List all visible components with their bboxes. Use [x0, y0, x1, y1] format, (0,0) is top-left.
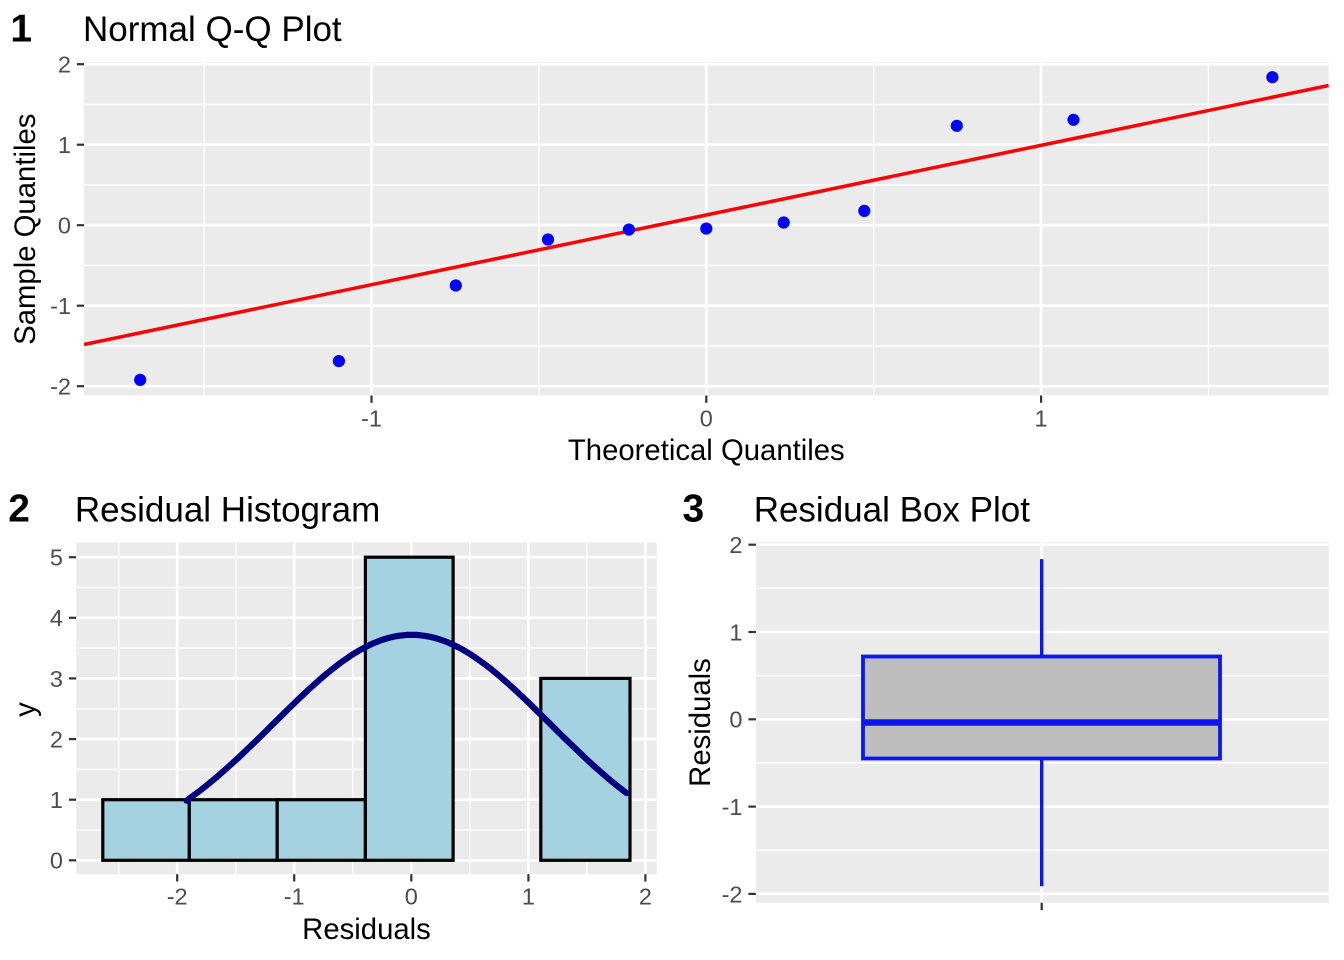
svg-text:3: 3 [683, 488, 705, 531]
svg-text:1: 1 [1035, 406, 1048, 432]
svg-text:1: 1 [522, 883, 535, 909]
svg-text:-2: -2 [722, 881, 743, 907]
svg-text:0: 0 [58, 213, 71, 239]
svg-text:Residual Box Plot: Residual Box Plot [754, 490, 1031, 529]
svg-text:Residuals: Residuals [302, 913, 431, 946]
svg-text:-1: -1 [722, 794, 743, 820]
svg-text:-1: -1 [361, 406, 382, 432]
svg-text:-2: -2 [50, 374, 71, 400]
svg-text:-2: -2 [167, 883, 188, 909]
svg-text:y: y [9, 702, 42, 717]
svg-text:Normal Q-Q Plot: Normal Q-Q Plot [83, 10, 342, 49]
svg-text:Residuals: Residuals [684, 658, 717, 787]
svg-text:2: 2 [8, 488, 30, 531]
svg-text:Sample Quantiles: Sample Quantiles [9, 114, 42, 345]
svg-text:2: 2 [729, 532, 742, 558]
svg-text:0: 0 [405, 883, 418, 909]
svg-text:0: 0 [700, 406, 713, 432]
svg-text:3: 3 [50, 666, 63, 692]
svg-text:-1: -1 [50, 293, 71, 319]
svg-text:Residual Histogram: Residual Histogram [75, 490, 380, 529]
svg-text:0: 0 [729, 707, 742, 733]
svg-text:2: 2 [58, 52, 71, 78]
svg-text:2: 2 [639, 883, 652, 909]
svg-text:5: 5 [50, 545, 63, 571]
svg-text:1: 1 [58, 132, 71, 158]
svg-text:1: 1 [729, 619, 742, 645]
svg-text:1: 1 [50, 787, 63, 813]
svg-text:0: 0 [50, 848, 63, 874]
svg-text:1: 1 [10, 8, 32, 51]
svg-text:4: 4 [50, 605, 63, 631]
svg-text:2: 2 [50, 727, 63, 753]
svg-text:-1: -1 [284, 883, 305, 909]
svg-text:Theoretical Quantiles: Theoretical Quantiles [568, 434, 845, 467]
